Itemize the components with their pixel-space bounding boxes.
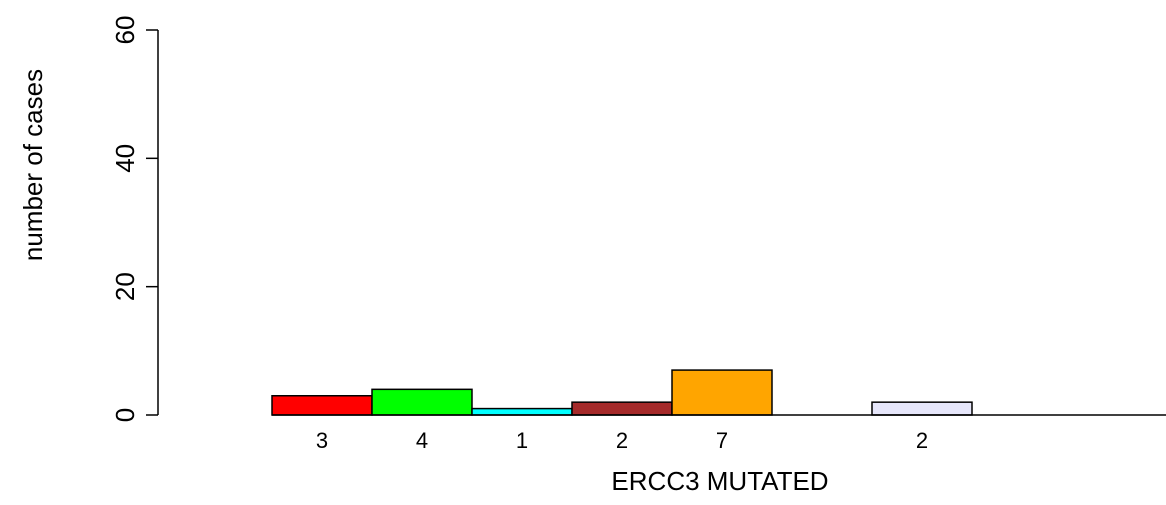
- bar: [471, 407, 573, 416]
- bars: [271, 369, 1166, 416]
- bar-count-label: 2: [916, 428, 928, 453]
- y-axis-label: number of cases: [18, 69, 48, 261]
- bar: [871, 401, 973, 416]
- bar-count-label: 3: [316, 428, 328, 453]
- bar: [571, 401, 673, 416]
- y-tick-label: 60: [110, 16, 140, 45]
- bar-count-label: 4: [416, 428, 428, 453]
- y-tick-label: 40: [110, 144, 140, 173]
- bar-count-label: 1: [516, 428, 528, 453]
- y-tick-label: 0: [110, 408, 140, 422]
- bar: [271, 395, 373, 416]
- bar-count-label: 2: [616, 428, 628, 453]
- bar: [671, 369, 773, 416]
- bar: [371, 388, 473, 416]
- bar-count-label: 7: [716, 428, 728, 453]
- x-axis-label: ERCC3 MUTATED: [611, 466, 828, 496]
- y-axis: 0 20 40 60: [110, 16, 159, 422]
- y-tick-label: 20: [110, 272, 140, 301]
